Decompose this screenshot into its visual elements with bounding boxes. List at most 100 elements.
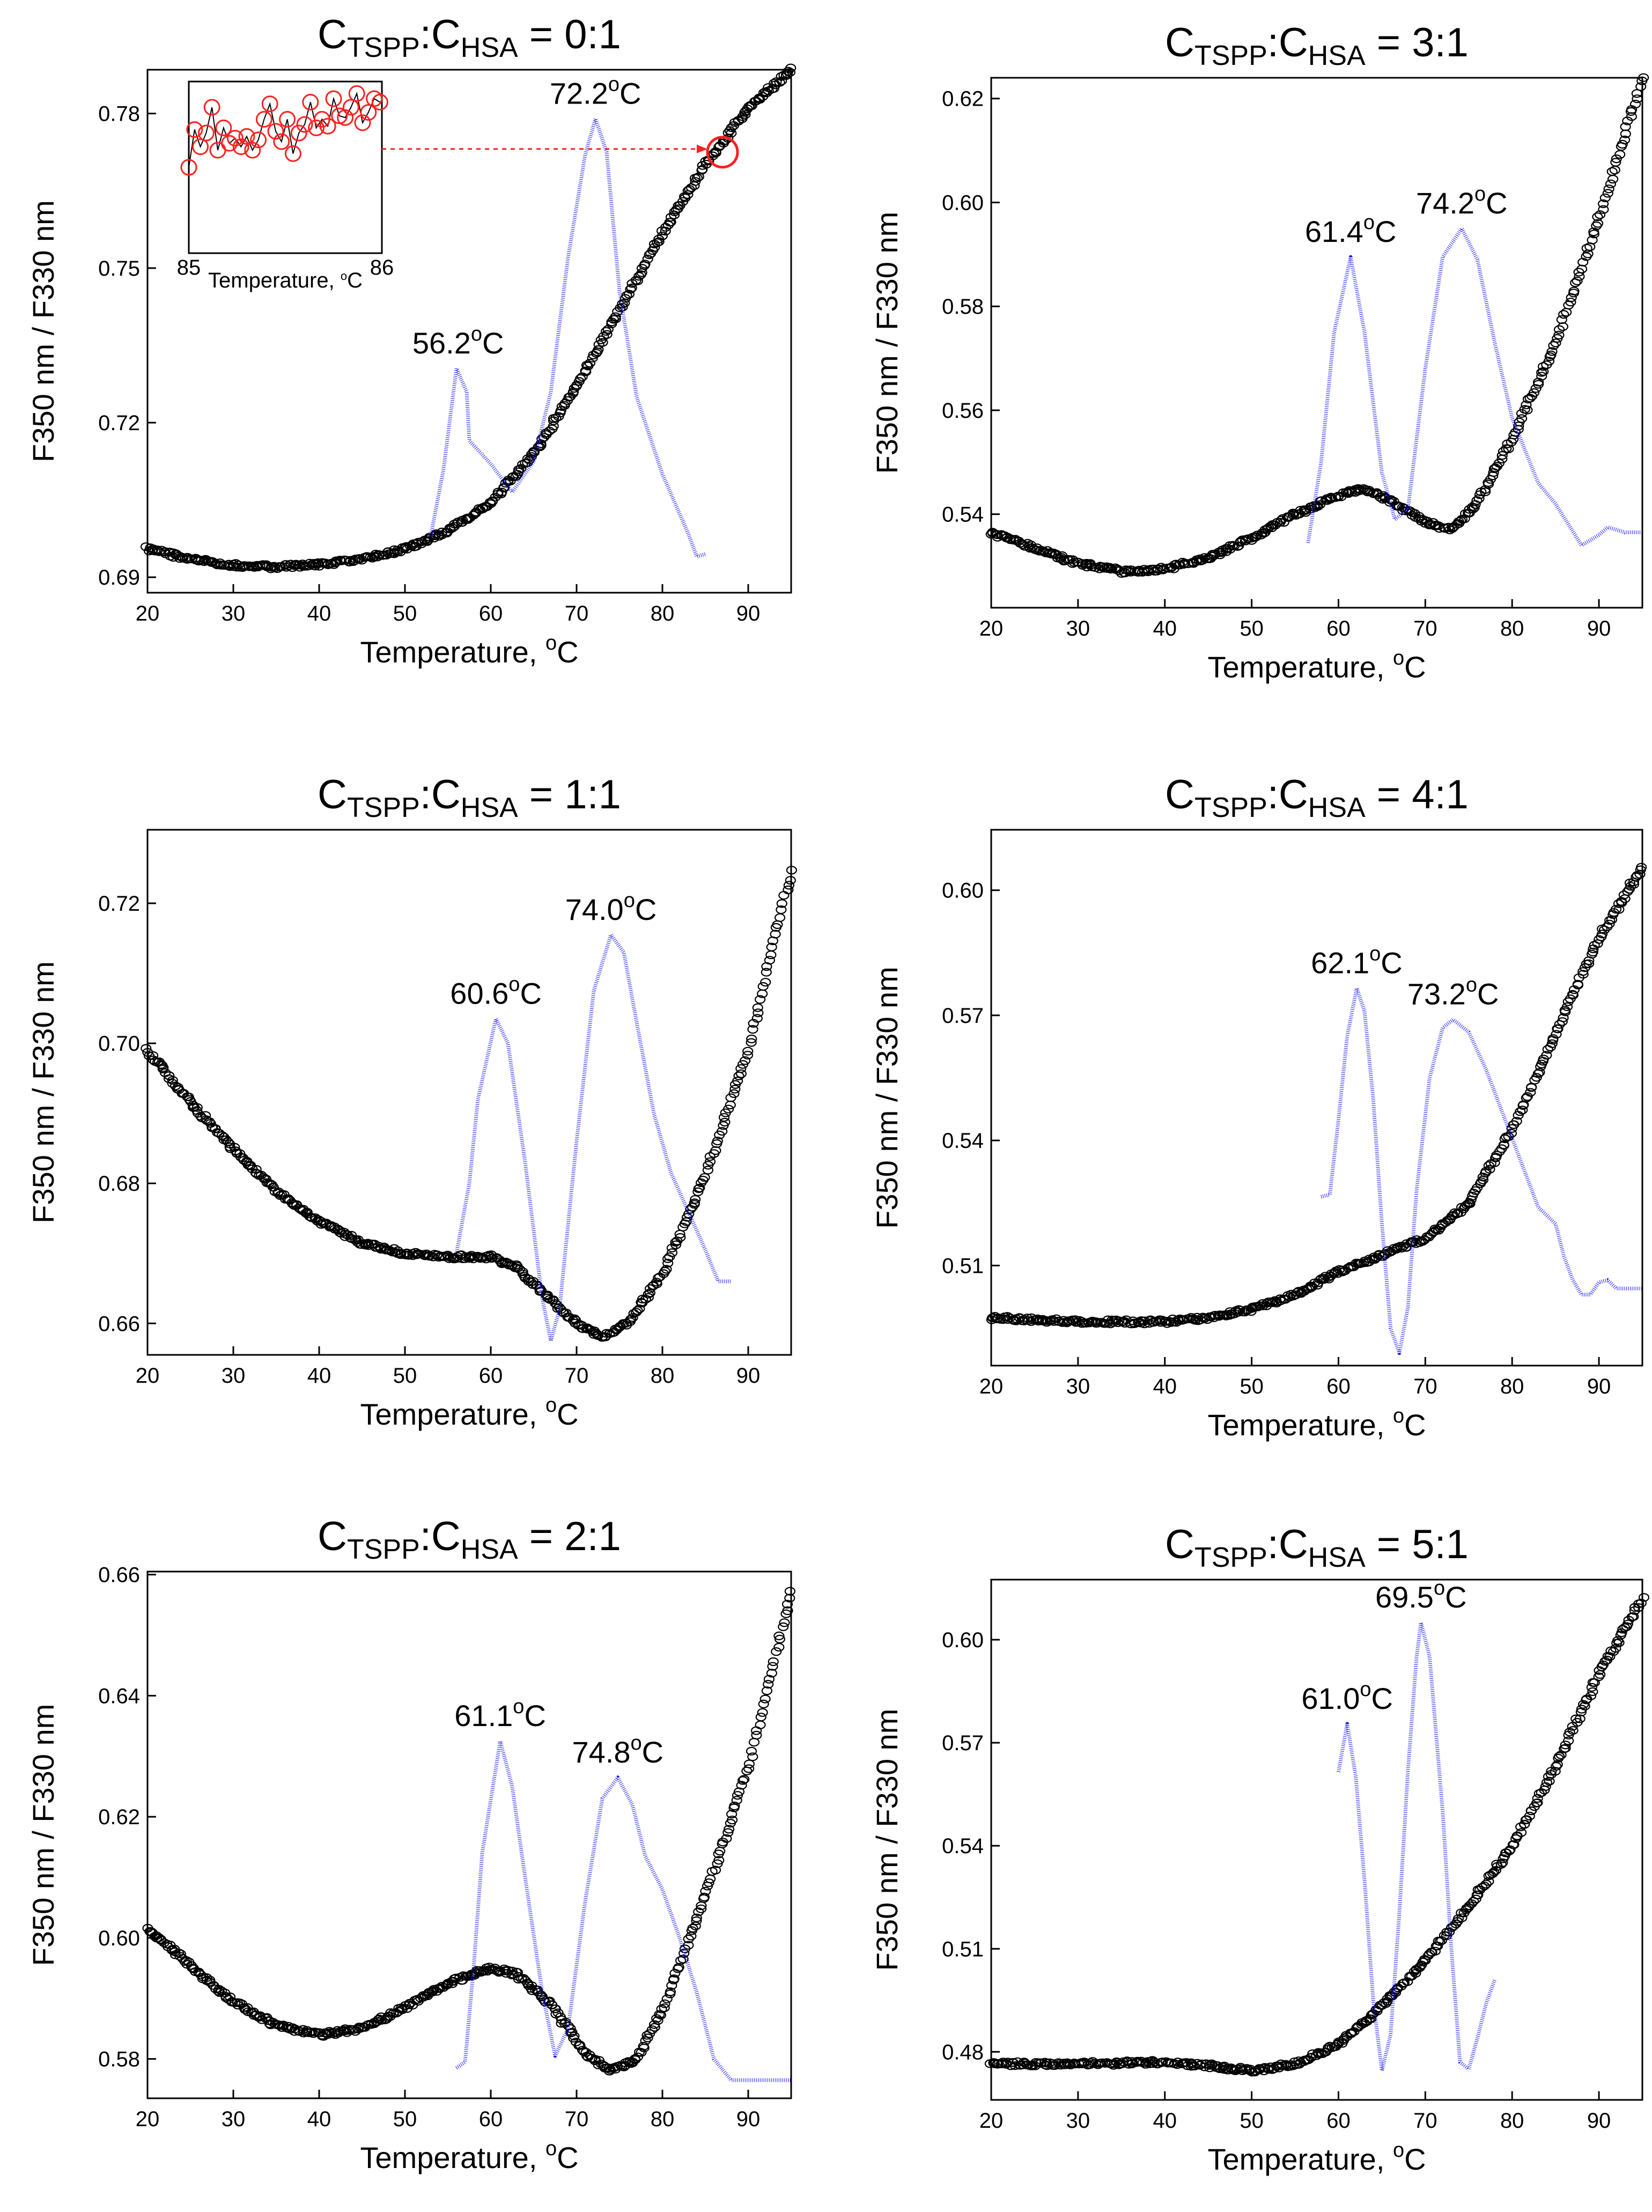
ratio-point (201, 1973, 212, 1982)
ratio-point (1617, 139, 1628, 149)
ratio-point (1541, 1051, 1552, 1060)
ratio-point (1406, 1972, 1417, 1981)
title-ratio: = 5:1 (1366, 1522, 1469, 1567)
y-tick-label: 0.69 (98, 566, 140, 589)
title-sub-hsa: HSA (1308, 792, 1366, 823)
ratio-point (1489, 463, 1501, 473)
inset-point (255, 110, 272, 128)
x-tick-label: 20 (979, 1375, 1004, 1398)
series-ratio-markers (142, 1587, 796, 2076)
ratio-point (1484, 1164, 1495, 1174)
title-c: C (1165, 772, 1194, 817)
inset-point (192, 138, 209, 156)
inset-point (244, 142, 261, 159)
ratio-point (610, 312, 621, 321)
ratio-point (1567, 1726, 1579, 1735)
peak-label: 69.5oC (1375, 1577, 1467, 1614)
ratio-point (1522, 1092, 1533, 1101)
inset-point (354, 114, 371, 131)
title-sub-hsa: HSA (461, 792, 518, 823)
ratio-point (577, 1324, 589, 1333)
inset-point (290, 124, 307, 142)
ratio-point (1240, 536, 1251, 545)
ratio-point (229, 1142, 240, 1152)
ratio-point (625, 285, 636, 294)
ratio-point (570, 1315, 581, 1325)
ratio-point (696, 1904, 707, 1913)
ratio-point (678, 1949, 690, 1958)
title-sub-tspp: TSPP (1194, 1542, 1267, 1573)
ratio-point (733, 1071, 744, 1081)
x-tick-label: 20 (979, 617, 1004, 640)
ratio-point (722, 1104, 734, 1114)
ratio-point (779, 1618, 790, 1627)
ratio-point (1558, 309, 1569, 319)
ratio-point (1628, 1612, 1639, 1621)
y-tick-label: 0.54 (942, 503, 984, 527)
ratio-point (653, 237, 665, 246)
inset-point (348, 85, 365, 102)
ratio-point (760, 978, 771, 987)
inset-point (180, 159, 197, 176)
x-tick-label: 70 (1413, 617, 1437, 640)
ratio-point (638, 2041, 649, 2051)
x-tick-label: 60 (1326, 2109, 1351, 2133)
ratio-point (761, 1686, 773, 1695)
ratio-point (580, 367, 592, 377)
ratio-point (1541, 1778, 1552, 1787)
ratio-point (764, 956, 776, 965)
ratio-point (1565, 298, 1576, 307)
ratio-point (384, 1245, 395, 1255)
y-axis-label: F350 nm / F330 nm (870, 967, 904, 1229)
ratio-point (769, 79, 780, 88)
ratio-point (693, 1184, 704, 1193)
ratio-point (1126, 2059, 1138, 2068)
title-sub-tspp: TSPP (1194, 792, 1267, 823)
ratio-point (772, 920, 783, 930)
ratio-point (642, 254, 653, 263)
chart-title: CTSPP:CHSA = 5:1 (1165, 1522, 1469, 1573)
ratio-point (776, 899, 787, 908)
y-axis-label: F350 nm / F330 nm (26, 200, 60, 462)
ratio-point (388, 1244, 400, 1253)
ratio-point (587, 353, 598, 363)
ratio-point (486, 1254, 498, 1263)
title-ratio: = 0:1 (518, 12, 621, 57)
x-tick-label: 80 (1500, 1375, 1524, 1398)
ratio-point (991, 1314, 1003, 1323)
ratio-point (776, 905, 787, 915)
ratio-point (768, 1657, 779, 1667)
y-tick-label: 0.54 (942, 1129, 984, 1153)
ratio-point (483, 1963, 495, 1972)
ratio-point (151, 545, 163, 555)
y-tick-label: 0.62 (942, 87, 984, 111)
ratio-point (739, 1056, 751, 1065)
peak-label: 72.2oC (550, 73, 641, 110)
ratio-point (778, 1622, 789, 1631)
ratio-point (726, 1810, 738, 1819)
ratio-point (1598, 199, 1609, 208)
ratio-point (755, 1713, 766, 1722)
ratio-point (665, 212, 677, 222)
ratio-point (1553, 325, 1565, 334)
ratio-point (636, 2048, 647, 2057)
title-sub-tspp: TSPP (347, 792, 420, 823)
ratio-point (224, 1992, 236, 2001)
ratio-point (691, 1916, 702, 1926)
panel-3: CTSPP:CHSA = 1:1 0.66 0.68 0.70 0.72 20 30 40 50… (26, 772, 798, 1431)
ratio-point (632, 2052, 644, 2061)
ratio-point (717, 1127, 728, 1136)
ratio-point (670, 205, 682, 215)
ratio-point (661, 1265, 672, 1274)
ratio-point (1561, 1002, 1573, 1012)
ratio-point (657, 231, 668, 240)
ratio-point (559, 2019, 571, 2028)
ratio-point (771, 1647, 782, 1656)
ratio-point (1585, 1691, 1597, 1700)
x-tick-label: 90 (736, 602, 761, 625)
inset-point (226, 130, 244, 147)
ratio-point (637, 1294, 648, 1304)
title-sub-tspp: TSPP (347, 1534, 420, 1565)
peak-label: 74.0oC (565, 889, 657, 926)
y-tick-label: 0.60 (942, 191, 984, 215)
